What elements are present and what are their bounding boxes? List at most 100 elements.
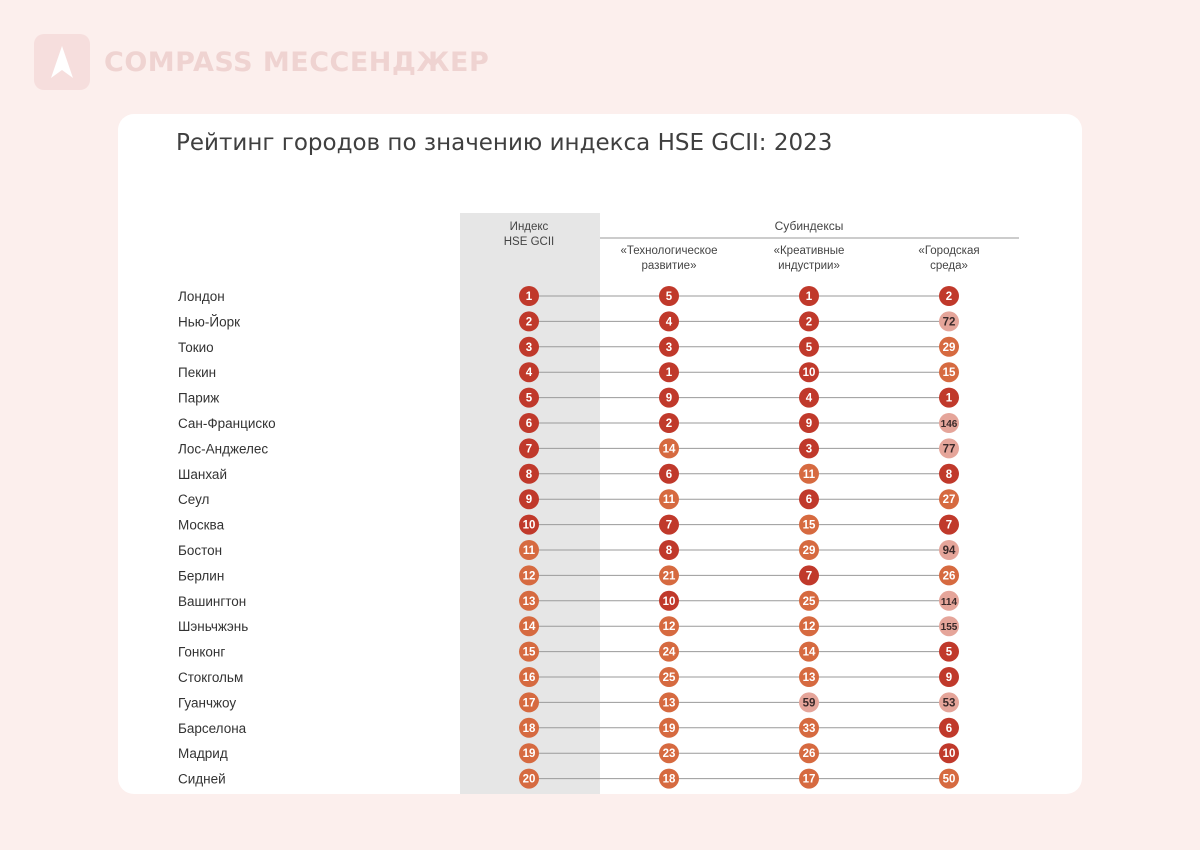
rank-marker [939, 616, 959, 637]
rank-marker [659, 743, 679, 764]
city-label: Бостон [178, 543, 222, 558]
city-label: Шэньчжэнь [178, 619, 248, 634]
rank-value: 4 [666, 316, 673, 328]
rank-marker [799, 387, 819, 408]
city-label: Нью-Йорк [178, 314, 240, 329]
rank-marker [799, 514, 819, 535]
rank-marker [799, 362, 819, 383]
rank-value: 7 [806, 570, 812, 582]
rank-marker [799, 717, 819, 738]
rank-value: 25 [663, 672, 676, 684]
rank-marker [519, 590, 539, 611]
rank-marker [519, 616, 539, 637]
rank-value: 14 [803, 647, 816, 659]
rank-marker [939, 438, 959, 459]
rank-marker [939, 641, 959, 662]
rank-value: 146 [941, 419, 958, 430]
city-label: Пекин [178, 365, 216, 380]
rank-value: 27 [943, 494, 956, 506]
rank-marker [939, 489, 959, 510]
rank-marker [659, 667, 679, 687]
rank-marker [939, 692, 959, 713]
rank-value: 29 [803, 545, 816, 557]
rank-marker [799, 336, 819, 357]
rank-marker [799, 590, 819, 611]
rank-value: 10 [943, 748, 956, 760]
rank-value: 13 [803, 672, 816, 684]
rank-marker [659, 463, 679, 484]
rank-value: 11 [803, 469, 816, 481]
city-label: Мадрид [178, 746, 228, 761]
rank-value: 17 [523, 697, 536, 709]
rank-marker [939, 590, 959, 611]
rank-marker [939, 286, 959, 306]
rank-value: 11 [523, 545, 536, 557]
city-label: Берлин [178, 568, 224, 583]
rank-value: 19 [663, 723, 676, 735]
rank-value: 18 [523, 723, 536, 735]
city-label: Токио [178, 340, 214, 355]
rank-marker [659, 717, 679, 738]
city-label: Вашингтон [178, 594, 246, 609]
rank-marker [519, 743, 539, 764]
rank-value: 15 [803, 520, 816, 532]
rank-marker [799, 413, 819, 433]
rank-value: 15 [523, 647, 536, 659]
column-header-tech: развитие» [642, 260, 697, 272]
rank-value: 19 [523, 748, 536, 760]
rank-value: 1 [946, 393, 953, 405]
rank-value: 11 [663, 494, 676, 506]
rank-marker [659, 362, 679, 383]
rank-marker [939, 540, 959, 560]
rank-value: 17 [803, 774, 816, 786]
rank-value: 10 [803, 367, 816, 379]
rank-value: 16 [523, 672, 536, 684]
rank-marker [519, 387, 539, 408]
rank-value: 1 [526, 291, 533, 303]
rank-marker [519, 565, 539, 586]
rank-marker [799, 565, 819, 586]
rank-value: 9 [806, 418, 812, 430]
rank-value: 2 [666, 418, 672, 430]
rank-marker [939, 362, 959, 383]
rank-marker [659, 336, 679, 357]
rank-value: 18 [663, 774, 676, 786]
rank-marker [519, 768, 539, 789]
city-label: Сан-Франциско [178, 416, 276, 431]
rank-value: 1 [806, 291, 813, 303]
rank-marker [659, 413, 679, 433]
rank-marker [659, 641, 679, 662]
rank-marker [519, 514, 539, 535]
city-label: Сидней [178, 772, 226, 787]
rank-marker [799, 463, 819, 484]
rank-marker [659, 311, 679, 332]
rank-value: 7 [946, 520, 952, 532]
rank-value: 3 [666, 342, 672, 354]
rank-value: 8 [526, 469, 533, 481]
rank-value: 12 [663, 621, 676, 633]
rank-value: 5 [666, 291, 673, 303]
rank-value: 77 [943, 443, 956, 455]
city-label: Париж [178, 391, 219, 406]
rank-value: 9 [946, 672, 952, 684]
rank-marker [939, 667, 959, 687]
rank-value: 4 [526, 367, 533, 379]
rank-value: 9 [666, 393, 672, 405]
rank-value: 24 [663, 647, 676, 659]
rank-marker [519, 641, 539, 662]
rank-marker [519, 362, 539, 383]
rank-marker [799, 438, 819, 459]
brand-header: COMPASS МЕССЕНДЖЕР [34, 34, 489, 90]
rank-marker [659, 489, 679, 510]
rank-marker [939, 463, 959, 484]
rank-value: 59 [803, 697, 816, 709]
rank-value: 53 [943, 697, 956, 709]
rank-marker [519, 438, 539, 459]
rank-marker [799, 743, 819, 764]
rank-value: 14 [523, 621, 536, 633]
rank-marker [659, 565, 679, 586]
rank-value: 5 [806, 342, 813, 354]
rank-marker [659, 616, 679, 637]
rank-marker [939, 565, 959, 586]
rank-marker [659, 286, 679, 306]
